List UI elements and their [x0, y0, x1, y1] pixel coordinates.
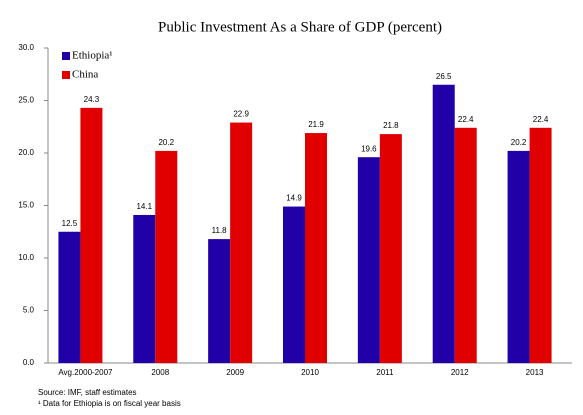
legend-swatch — [62, 52, 70, 60]
y-tick-label: 20.0 — [18, 148, 34, 157]
bar — [432, 84, 455, 363]
y-tick-label: 0.0 — [23, 358, 35, 367]
value-label: 14.9 — [286, 194, 302, 203]
bar — [58, 231, 81, 363]
value-label: 19.6 — [361, 144, 377, 153]
value-label: 22.4 — [458, 115, 474, 124]
x-tick-label: 2012 — [451, 368, 469, 377]
bar — [208, 239, 231, 363]
x-tick-label: 2009 — [226, 368, 244, 377]
x-tick-label: 2008 — [151, 368, 169, 377]
value-label: 20.2 — [511, 138, 527, 147]
bar — [507, 150, 530, 363]
legend-label: China — [72, 69, 98, 81]
x-tick-label: 2011 — [376, 368, 394, 377]
bar — [230, 122, 253, 363]
source-note: Source: IMF, staff estimates — [38, 388, 137, 397]
value-label: 12.5 — [62, 219, 78, 228]
x-tick-label: 2010 — [301, 368, 319, 377]
legend-label: Ethiopia¹ — [72, 50, 113, 62]
value-label: 20.2 — [158, 138, 174, 147]
footnote: ¹ Data for Ethiopia is on fiscal year ba… — [38, 399, 181, 408]
bar — [529, 127, 552, 363]
value-label: 21.8 — [383, 121, 399, 130]
legend-swatch — [62, 71, 70, 79]
chart-title: Public Investment As a Share of GDP (per… — [158, 19, 442, 35]
bar — [133, 214, 156, 363]
value-label: 26.5 — [436, 72, 452, 81]
y-tick-label: 25.0 — [18, 96, 34, 105]
bar — [305, 133, 327, 363]
y-tick-label: 15.0 — [18, 201, 34, 210]
bar — [357, 157, 380, 363]
bar — [454, 127, 477, 363]
bar — [80, 107, 103, 363]
bar — [155, 150, 178, 363]
bar — [379, 134, 402, 363]
y-tick-label: 30.0 — [18, 43, 34, 52]
y-tick-label: 5.0 — [23, 306, 35, 315]
y-tick-label: 10.0 — [18, 253, 34, 262]
value-label: 22.4 — [533, 115, 549, 124]
value-label: 24.3 — [84, 95, 100, 104]
bar — [283, 206, 305, 363]
value-label: 14.1 — [136, 202, 152, 211]
value-label: 11.8 — [212, 226, 228, 235]
value-label: 21.9 — [308, 120, 324, 129]
x-tick-label: 2013 — [526, 368, 544, 377]
value-label: 22.9 — [233, 110, 249, 119]
x-tick-label: Avg.2000-2007 — [58, 368, 113, 377]
